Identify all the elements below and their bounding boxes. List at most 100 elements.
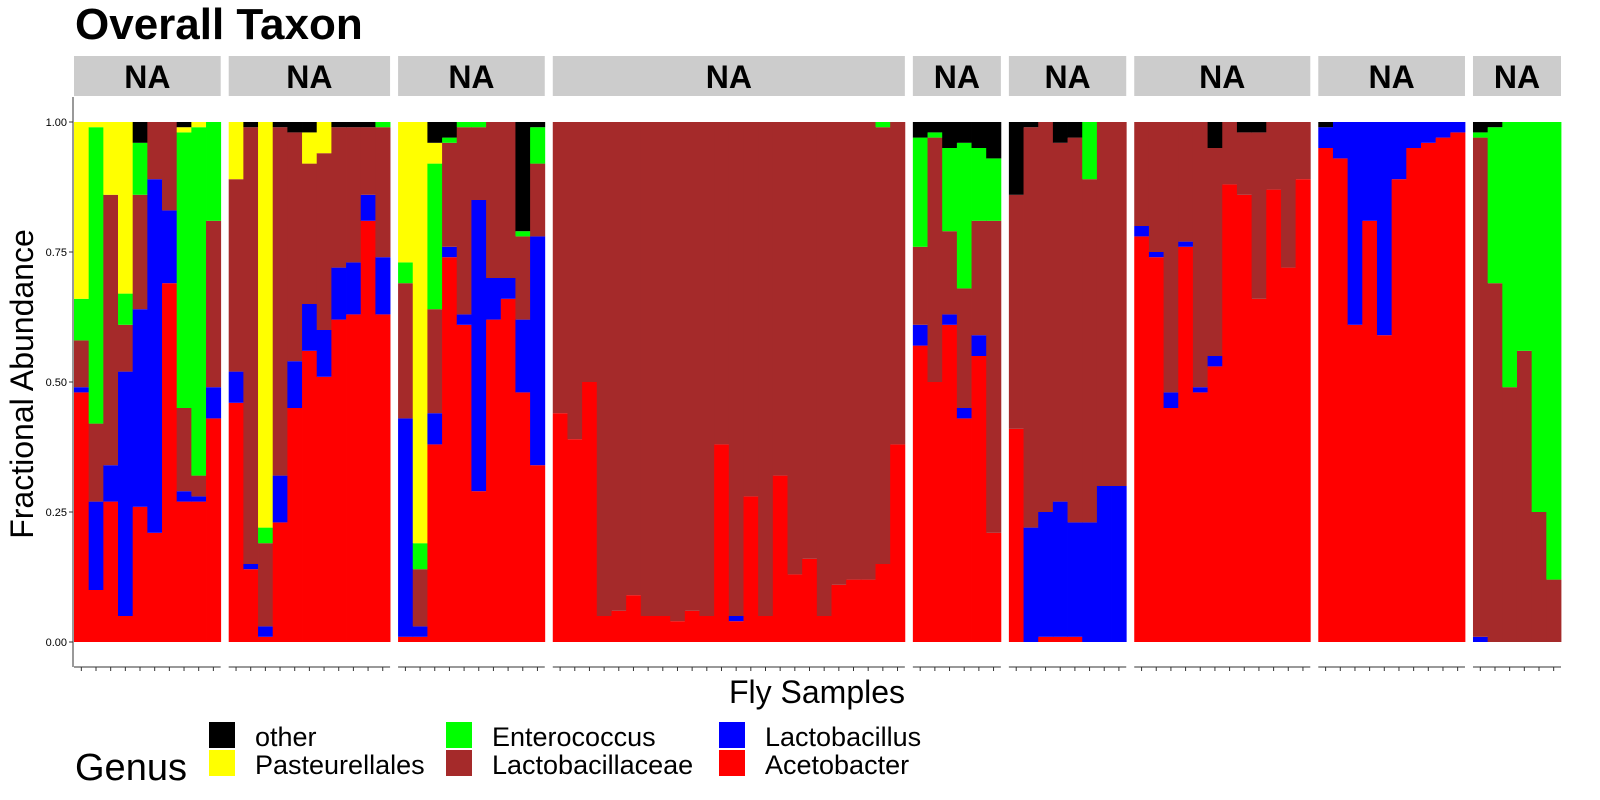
- bar-segment-acetobacter: [1450, 132, 1466, 642]
- bar-segment-lactobacillus: [1450, 122, 1466, 133]
- y-axis: 0.00 0.25 0.50 0.75 1.00: [46, 97, 74, 667]
- bar-segment-acetobacter: [74, 392, 90, 642]
- bar-segment-lactobacillaceae: [1111, 122, 1127, 486]
- bar-segment-other: [243, 122, 259, 128]
- bar-segment-lactobacillaceae: [316, 153, 332, 330]
- bar-segment-enterococcus: [971, 148, 987, 221]
- bar-segment-lactobacillaceae: [927, 137, 943, 382]
- bar-segment-acetobacter: [302, 350, 318, 642]
- facet-strip-label: NA: [1494, 59, 1540, 95]
- bar-segment-acetobacter: [1347, 324, 1363, 642]
- bar-segment-lactobacillus: [1332, 122, 1349, 159]
- bar-segment-lactobacillaceae: [530, 163, 546, 237]
- bar-segment-enterococcus: [176, 132, 192, 408]
- bar-segment-lactobacillus: [442, 246, 458, 258]
- bar-segment-lactobacillaceae: [1516, 350, 1533, 642]
- bar-segment-lactobacillaceae: [1487, 283, 1503, 642]
- bar-segment-enterococcus: [986, 158, 1002, 221]
- bar-segment-lactobacillaceae: [971, 220, 987, 336]
- bar-segment-acetobacter: [118, 616, 134, 642]
- bar-segment-lactobacillaceae: [147, 122, 163, 180]
- bar-segment-acetobacter: [611, 610, 627, 642]
- bar-segment-lactobacillaceae: [1134, 122, 1150, 226]
- bar-segment-enterococcus: [875, 122, 891, 128]
- bar-segment-acetobacter: [787, 574, 803, 642]
- bar-segment-lactobacillus: [1347, 122, 1363, 325]
- bar-segment-lactobacillus: [1163, 392, 1179, 408]
- bar-segment-acetobacter: [162, 283, 178, 642]
- bar-segment-pasteurellales: [412, 122, 428, 544]
- bar-segment-other: [942, 122, 958, 148]
- bar-segment-lactobacillus: [471, 200, 487, 492]
- bar-segment-lactobacillaceae: [772, 122, 788, 476]
- bar-segment-acetobacter: [971, 356, 987, 642]
- bar-segment-lactobacillaceae: [1295, 122, 1311, 180]
- bar-segment-lactobacillus: [728, 616, 744, 622]
- facet-panel: NA: [1134, 56, 1311, 671]
- bar-segment-acetobacter: [728, 621, 744, 642]
- bar-segment-enterococcus: [515, 231, 531, 237]
- legend: Genus otherPasteurellalesEnterococcusLac…: [75, 722, 921, 789]
- bar-segment-other: [1472, 122, 1489, 133]
- bar-segment-acetobacter: [1008, 428, 1024, 642]
- facet-strip-label: NA: [934, 59, 980, 95]
- bar-segment-lactobacillaceae: [1148, 122, 1164, 252]
- bar-segment-enterococcus: [1082, 122, 1098, 180]
- bar-segment-enterococcus: [191, 127, 207, 476]
- bar-segment-enterococcus: [442, 137, 458, 143]
- bar-segment-lactobacillaceae: [191, 475, 207, 497]
- bar-segment-lactobacillaceae: [1023, 127, 1039, 528]
- bar-segment-lactobacillus: [942, 314, 958, 325]
- bar-segment-acetobacter: [515, 392, 531, 642]
- bar-segment-acetobacter: [1038, 636, 1054, 642]
- bar-segment-lactobacillaceae: [1266, 122, 1282, 190]
- bar-segment-acetobacter: [456, 324, 472, 642]
- bar-segment-other: [346, 122, 362, 128]
- bar-segment-lactobacillaceae: [1038, 122, 1054, 512]
- bar-segment-lactobacillaceae: [1280, 122, 1297, 268]
- bar-segment-acetobacter: [626, 595, 642, 642]
- bar-segment-lactobacillus: [147, 179, 163, 533]
- bar-segment-acetobacter: [427, 444, 443, 642]
- bar-segment-enterococcus: [132, 142, 148, 195]
- bar-segment-lactobacillaceae: [942, 231, 958, 315]
- legend-label: Enterococcus: [492, 722, 656, 752]
- facet-panel: NA: [74, 56, 222, 671]
- bar-segment-lactobacillaceae: [802, 122, 818, 559]
- bar-segment-lactobacillaceae: [258, 543, 274, 627]
- bar-segment-acetobacter: [442, 257, 458, 642]
- bar-segment-lactobacillus: [375, 257, 391, 315]
- bar-segment-other: [1008, 122, 1024, 195]
- bar-segment-lactobacillaceae: [912, 246, 928, 325]
- facet-strip: [1008, 56, 1127, 96]
- bar-segment-acetobacter: [743, 496, 759, 642]
- bar-segment-acetobacter: [228, 402, 244, 642]
- bar-segment-lactobacillaceae: [1472, 137, 1489, 637]
- bar-segment-acetobacter: [1222, 184, 1238, 642]
- bar-segment-lactobacillus: [1082, 522, 1098, 642]
- bar-segment-lactobacillus: [500, 278, 516, 299]
- bar-segment-other: [1318, 122, 1334, 128]
- bar-segment-lactobacillaceae: [74, 340, 90, 388]
- bar-segment-lactobacillaceae: [132, 194, 148, 310]
- bar-segment-other: [1023, 122, 1039, 128]
- y-tick-label: 0.75: [46, 247, 67, 259]
- bar-segment-lactobacillus: [1362, 122, 1378, 221]
- bar-segment-lactobacillus: [1207, 356, 1223, 367]
- bar-segment-other: [287, 122, 303, 133]
- bar-segment-lactobacillaceae: [890, 122, 906, 445]
- legend-label: Acetobacter: [765, 750, 909, 780]
- facet-panel: NA: [1008, 56, 1127, 671]
- bar-segment-other: [302, 122, 318, 133]
- bar-segment-acetobacter: [956, 418, 972, 642]
- bar-segment-lactobacillus: [74, 387, 90, 393]
- bar-segment-acetobacter: [640, 616, 656, 642]
- bar-segment-acetobacter: [1362, 220, 1378, 643]
- bar-segment-lactobacillaceae: [1546, 579, 1562, 642]
- bar-segment-lactobacillus: [346, 262, 362, 315]
- bar-segment-other: [1067, 122, 1083, 138]
- bar-segment-lactobacillaceae: [515, 236, 531, 320]
- bar-segment-acetobacter: [1280, 267, 1297, 642]
- bar-segment-acetobacter: [1052, 636, 1068, 642]
- bar-segment-acetobacter: [802, 558, 818, 642]
